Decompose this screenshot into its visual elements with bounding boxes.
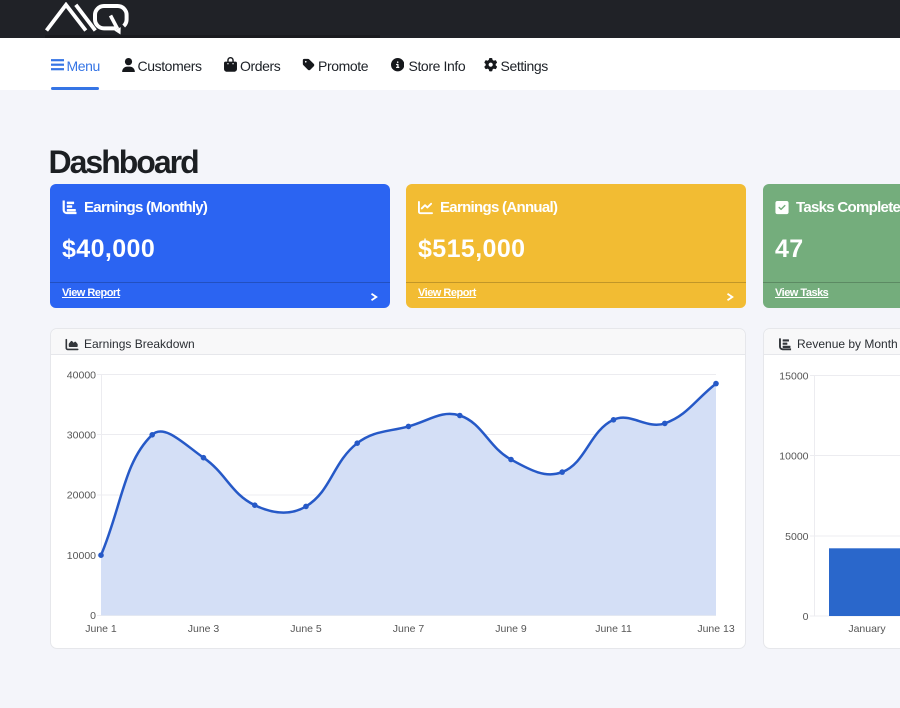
svg-text:15000: 15000 (779, 370, 808, 382)
svg-text:5000: 5000 (785, 531, 809, 543)
svg-text:0: 0 (803, 611, 809, 623)
svg-text:June 13: June 13 (697, 623, 735, 635)
svg-text:June 5: June 5 (290, 623, 322, 635)
svg-text:0: 0 (90, 610, 96, 622)
svg-text:June 11: June 11 (595, 623, 632, 635)
svg-text:June 1: June 1 (85, 623, 117, 635)
svg-text:June 9: June 9 (495, 623, 527, 635)
svg-text:30000: 30000 (67, 430, 96, 442)
svg-text:40000: 40000 (67, 369, 96, 381)
svg-text:20000: 20000 (67, 490, 96, 502)
svg-text:June 7: June 7 (393, 623, 425, 635)
svg-text:10000: 10000 (67, 550, 96, 562)
svg-text:January: January (848, 623, 886, 635)
svg-text:June 3: June 3 (188, 623, 220, 635)
svg-text:10000: 10000 (779, 450, 808, 462)
